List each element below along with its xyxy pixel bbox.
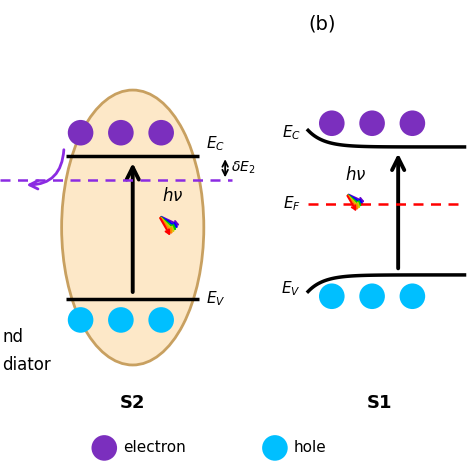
Circle shape (359, 283, 385, 309)
Circle shape (359, 110, 385, 136)
Text: $\delta E_2$: $\delta E_2$ (231, 160, 255, 176)
Circle shape (108, 120, 134, 146)
Text: $E_C$: $E_C$ (206, 134, 225, 153)
Text: hole: hole (294, 440, 327, 456)
Circle shape (262, 435, 288, 461)
Text: nd: nd (2, 328, 23, 346)
Circle shape (108, 307, 134, 333)
Circle shape (400, 110, 425, 136)
Ellipse shape (62, 90, 204, 365)
Circle shape (319, 283, 345, 309)
Circle shape (400, 283, 425, 309)
Circle shape (68, 307, 93, 333)
Text: $h\nu$: $h\nu$ (162, 187, 184, 205)
Text: diator: diator (2, 356, 51, 374)
Text: S2: S2 (120, 394, 146, 412)
FancyArrowPatch shape (29, 150, 64, 189)
Circle shape (148, 307, 174, 333)
Text: (b): (b) (309, 14, 336, 33)
Circle shape (319, 110, 345, 136)
Circle shape (148, 120, 174, 146)
Text: $h\nu$: $h\nu$ (345, 166, 366, 184)
Text: $E_C$: $E_C$ (282, 123, 301, 142)
Text: S1: S1 (366, 394, 392, 412)
Text: $E_V$: $E_V$ (206, 289, 226, 308)
Text: $E_F$: $E_F$ (283, 194, 301, 213)
Circle shape (68, 120, 93, 146)
Text: $E_V$: $E_V$ (282, 280, 301, 299)
Circle shape (91, 435, 117, 461)
Text: electron: electron (123, 440, 186, 456)
